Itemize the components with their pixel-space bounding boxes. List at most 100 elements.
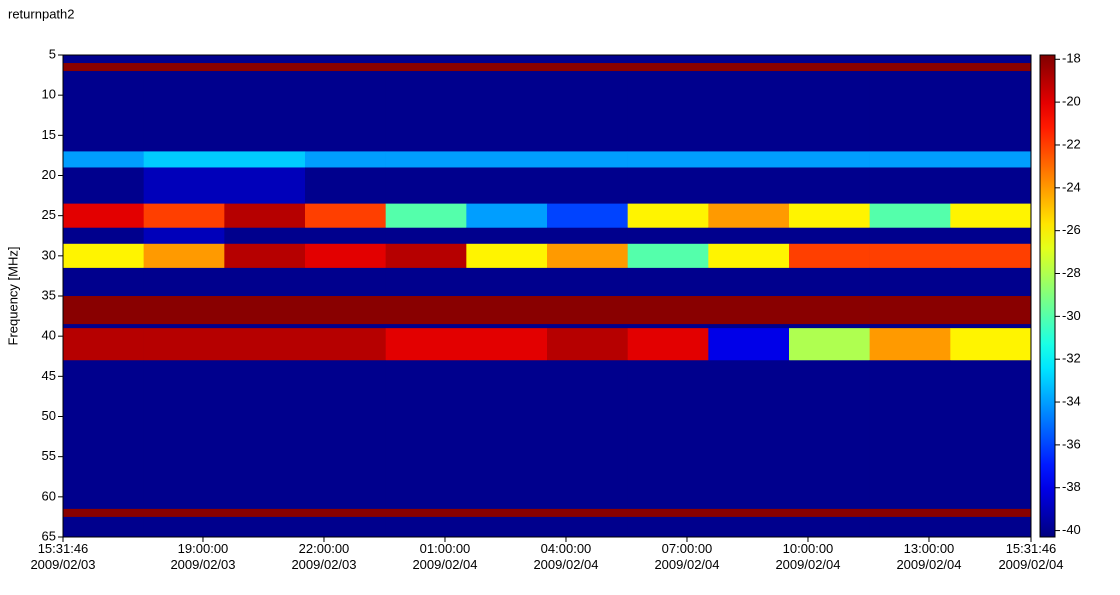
heatmap-cell: [224, 71, 306, 152]
y-tick-label: 60: [42, 488, 56, 503]
heatmap-cell: [789, 243, 870, 269]
heatmap-cell: [63, 167, 144, 204]
x-tick-label: 22:00:00 2009/02/03: [291, 541, 356, 572]
heatmap-cell: [627, 508, 709, 518]
heatmap-cell: [869, 243, 951, 269]
heatmap-cell: [789, 508, 870, 518]
y-tick-label: 20: [42, 167, 56, 182]
heatmap-cell: [627, 151, 709, 168]
y-axis-label: Frequency [MHz]: [5, 247, 20, 346]
heatmap-cell: [627, 328, 709, 361]
heatmap-cell: [224, 151, 306, 168]
heatmap-cell: [950, 324, 1032, 329]
heatmap-cell: [708, 167, 790, 204]
heatmap-cell: [385, 63, 467, 72]
heatmap-cell: [547, 360, 628, 510]
colorbar-tick-label: -40: [1062, 522, 1081, 537]
heatmap-cell: [708, 55, 790, 64]
heatmap-cell: [143, 516, 225, 538]
x-tick-label: 15:31:46 2009/02/03: [30, 541, 95, 572]
heatmap-cell: [385, 516, 467, 538]
heatmap-cell: [627, 71, 709, 152]
heatmap-cell: [224, 227, 306, 245]
heatmap-cell: [63, 55, 144, 64]
heatmap-cell: [63, 328, 144, 361]
heatmap-cell: [789, 267, 870, 297]
colorbar-tick-label: -32: [1062, 351, 1081, 366]
heatmap-cell: [305, 151, 386, 168]
heatmap-cell: [869, 63, 951, 72]
heatmap-cell: [708, 243, 790, 269]
x-tick-label: 10:00:00 2009/02/04: [775, 541, 840, 572]
heatmap-cell: [466, 71, 548, 152]
heatmap-cell: [143, 243, 225, 269]
heatmap-cell: [63, 516, 144, 538]
x-tick-label: 01:00:00 2009/02/04: [412, 541, 477, 572]
colorbar-tick-label: -30: [1062, 308, 1081, 323]
heatmap-cell: [305, 203, 386, 229]
heatmap-cell: [63, 63, 144, 72]
heatmap-cell: [224, 167, 306, 204]
heatmap-cell: [143, 227, 225, 245]
heatmap-cell: [869, 328, 951, 361]
x-tick-label: 07:00:00 2009/02/04: [654, 541, 719, 572]
heatmap-cell: [627, 167, 709, 204]
heatmap-cell: [547, 167, 628, 204]
heatmap-cell: [789, 227, 870, 245]
heatmap-cell: [869, 151, 951, 168]
heatmap-cell: [305, 324, 386, 329]
heatmap-cell: [708, 328, 790, 361]
colorbar-tick-label: -36: [1062, 436, 1081, 451]
heatmap-cell: [708, 63, 790, 72]
heatmap-cell: [143, 508, 225, 518]
heatmap-cell: [627, 63, 709, 72]
heatmap-cell: [547, 151, 628, 168]
heatmap-cell: [63, 243, 144, 269]
heatmap-cell: [385, 203, 467, 229]
heatmap-cell: [466, 267, 548, 297]
heatmap-cell: [950, 151, 1032, 168]
heatmap-cell: [466, 63, 548, 72]
heatmap-cell: [305, 243, 386, 269]
heatmap-cell: [789, 167, 870, 204]
heatmap-cell: [224, 516, 306, 538]
heatmap-cell: [143, 328, 225, 361]
heatmap-cell: [466, 324, 548, 329]
heatmap-cell: [789, 63, 870, 72]
heatmap-cell: [869, 324, 951, 329]
heatmap-cell: [466, 516, 548, 538]
heatmap-cell: [63, 296, 144, 325]
heatmap-cell: [224, 243, 306, 269]
heatmap-cell: [869, 55, 951, 64]
heatmap-cell: [789, 55, 870, 64]
heatmap-cell: [950, 71, 1032, 152]
y-tick-label: 40: [42, 328, 56, 343]
heatmap-cell: [627, 360, 709, 510]
heatmap-cell: [305, 508, 386, 518]
heatmap-cell: [224, 63, 306, 72]
heatmap-cell: [869, 227, 951, 245]
heatmap-cell: [708, 360, 790, 510]
heatmap-cell: [950, 227, 1032, 245]
heatmap-cell: [627, 324, 709, 329]
heatmap-cell: [627, 267, 709, 297]
colorbar-tick-label: -26: [1062, 222, 1081, 237]
heatmap-cell: [869, 71, 951, 152]
heatmap-cell: [466, 328, 548, 361]
heatmap-cell: [143, 360, 225, 510]
heatmap-cell: [466, 151, 548, 168]
heatmap-cell: [789, 71, 870, 152]
heatmap-cell: [63, 227, 144, 245]
heatmap-cell: [385, 151, 467, 168]
heatmap-cell: [708, 516, 790, 538]
heatmap-cell: [627, 203, 709, 229]
heatmap-cell: [950, 267, 1032, 297]
heatmap-cell: [789, 328, 870, 361]
heatmap-cell: [63, 151, 144, 168]
heatmap-cell: [143, 63, 225, 72]
heatmap-cell: [143, 71, 225, 152]
heatmap-cell: [789, 516, 870, 538]
heatmap-cell: [708, 71, 790, 152]
x-tick-label: 19:00:00 2009/02/03: [170, 541, 235, 572]
heatmap-cell: [789, 324, 870, 329]
